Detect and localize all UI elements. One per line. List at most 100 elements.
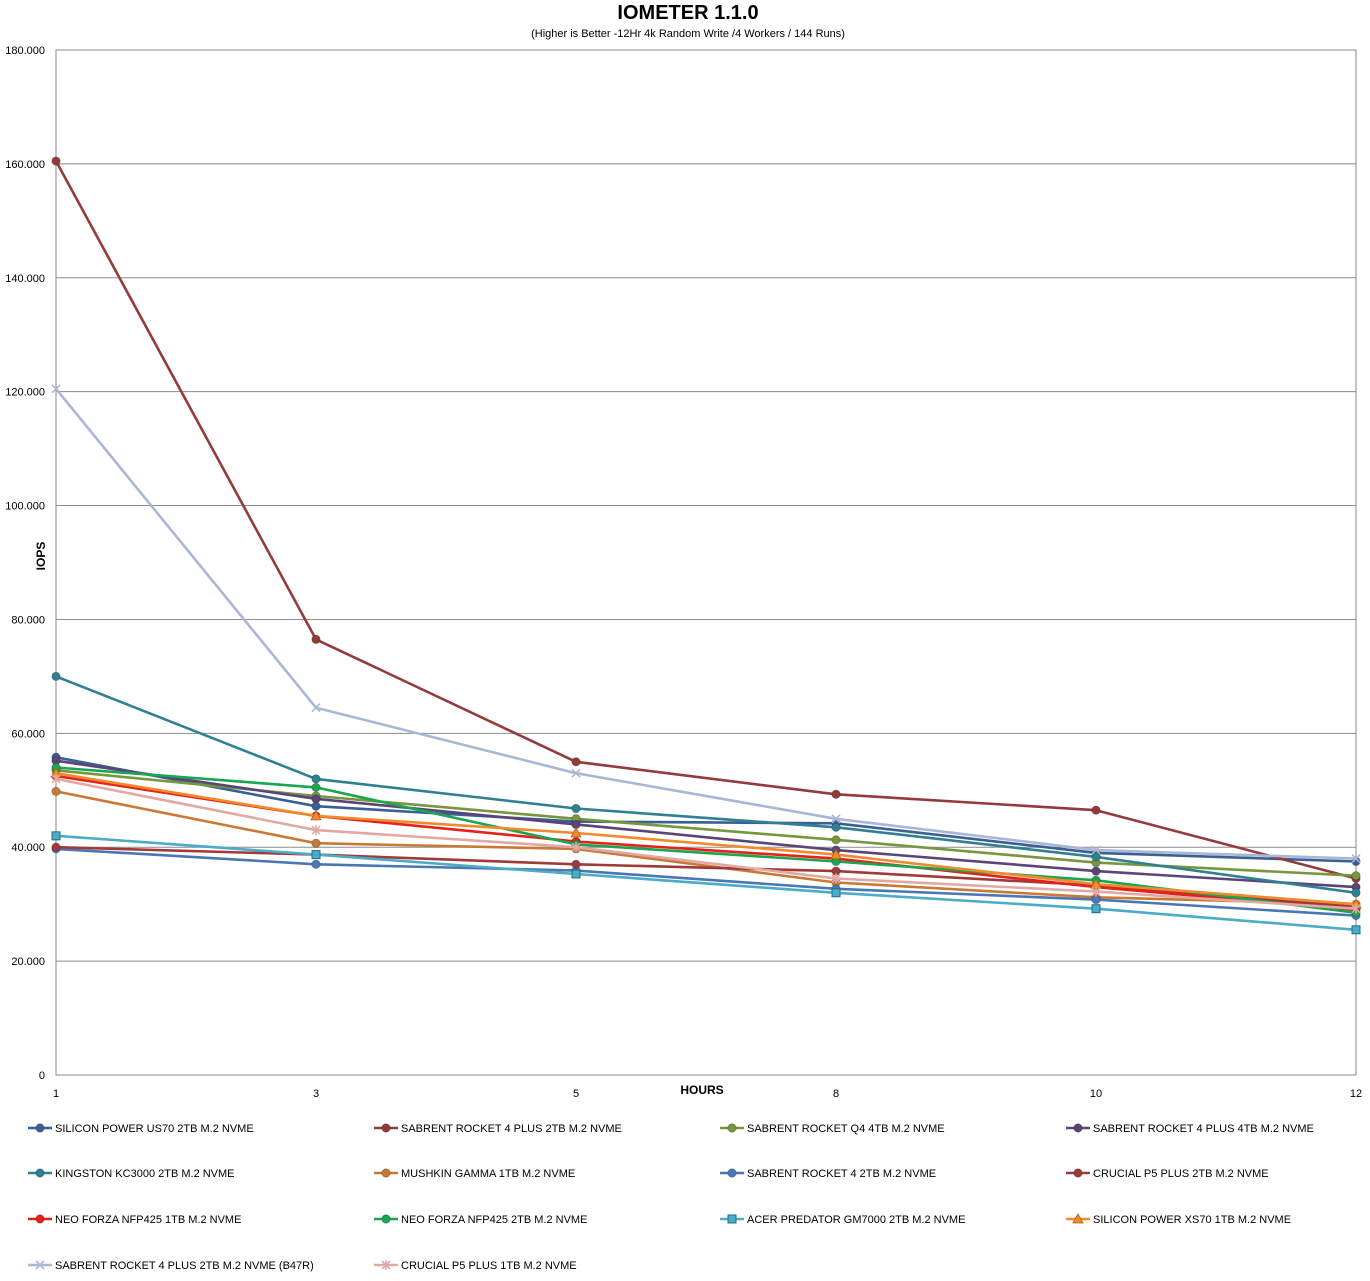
series-line: [55, 845, 1357, 909]
legend-item: CRUCIAL P5 PLUS 1TB M.2 NVME: [374, 1260, 577, 1272]
legend-label: SABRENT ROCKET 4 PLUS 2TB M.2 NVME: [401, 1123, 622, 1135]
data-point: [311, 774, 321, 784]
series-4: [51, 756, 1361, 892]
series-lines: [50, 156, 1362, 935]
data-point: [571, 859, 581, 869]
legend-swatch-marker: [381, 1260, 391, 1270]
series-2: [51, 156, 1361, 884]
legend-label: NEO FORZA NFP425 2TB M.2 NVME: [401, 1214, 587, 1226]
data-point: [1351, 871, 1361, 881]
x-tick-label: 12: [1350, 1088, 1362, 1100]
series-11: [51, 831, 1361, 935]
data-point: [1091, 845, 1101, 855]
y-tick-label: 140.000: [5, 273, 45, 285]
series-line: [55, 847, 1357, 917]
data-point: [311, 850, 321, 860]
legend-swatch-marker: [381, 1123, 391, 1133]
y-axis-ticks: 0 20.000 40.000 60.000 80.000 100.000 120.000 1…: [5, 45, 45, 1082]
y-tick-label: 120.000: [5, 387, 45, 399]
data-point: [1091, 805, 1101, 815]
data-point: [51, 671, 61, 681]
x-tick-label: 5: [573, 1088, 579, 1100]
legend-item: SABRENT ROCKET 4 PLUS 2TB M.2 NVME: [374, 1123, 622, 1135]
series-12: [50, 767, 1362, 909]
legend-label: SILICON POWER XS70 1TB M.2 NVME: [1093, 1214, 1291, 1226]
y-tick-label: 40.000: [11, 842, 45, 854]
legend-swatch-marker: [727, 1168, 737, 1178]
legend-item: MUSHKIN GAMMA 1TB M.2 NVME: [374, 1168, 575, 1180]
legend: SILICON POWER US70 2TB M.2 NVME SABRENT R…: [28, 1123, 1314, 1272]
legend-label: SILICON POWER US70 2TB M.2 NVME: [55, 1123, 254, 1135]
legend-item: NEO FORZA NFP425 2TB M.2 NVME: [374, 1214, 587, 1226]
legend-item: ACER PREDATOR GM7000 2TB M.2 NVME: [720, 1214, 965, 1226]
data-point: [1091, 852, 1101, 862]
data-point: [311, 859, 321, 869]
data-point: [1351, 888, 1361, 898]
y-axis-title: IOPS: [34, 542, 48, 571]
x-tick-label: 8: [833, 1088, 839, 1100]
legend-swatch-marker: [35, 1168, 45, 1178]
legend-label: ACER PREDATOR GM7000 2TB M.2 NVME: [747, 1214, 965, 1226]
data-point: [571, 757, 581, 767]
legend-item: SABRENT ROCKET 4 PLUS 4TB M.2 NVME: [1066, 1123, 1314, 1135]
series-line: [55, 766, 1357, 914]
data-point: [51, 842, 61, 852]
legend-item: SABRENT ROCKET 4 2TB M.2 NVME: [720, 1168, 936, 1180]
data-point: [311, 838, 321, 848]
series-14: [51, 773, 1361, 914]
y-tick-label: 100.000: [5, 501, 45, 513]
legend-label: MUSHKIN GAMMA 1TB M.2 NVME: [401, 1168, 575, 1180]
data-point: [311, 794, 321, 804]
legend-label: NEO FORZA NFP425 1TB M.2 NVME: [55, 1214, 241, 1226]
legend-label: SABRENT ROCKET Q4 4TB M.2 NVME: [747, 1123, 945, 1135]
y-tick-label: 180.000: [5, 45, 45, 57]
y-tick-label: 20.000: [11, 956, 45, 968]
data-point: [1091, 886, 1101, 897]
series-line: [55, 777, 1357, 910]
legend-swatch-marker: [1072, 1213, 1084, 1224]
legend-swatch-marker: [35, 1214, 45, 1224]
legend-swatch-marker: [35, 1260, 45, 1270]
legend-swatch-marker: [1073, 1168, 1083, 1178]
data-point: [51, 773, 61, 784]
legend-swatch-marker: [35, 1123, 45, 1133]
plot-area: [55, 49, 1357, 1076]
data-point: [1091, 866, 1101, 876]
legend-swatch-marker: [727, 1214, 737, 1224]
y-tick-label: 160.000: [5, 159, 45, 171]
gridlines: [56, 163, 1356, 962]
legend-swatch-marker: [1073, 1123, 1083, 1133]
legend-label: SABRENT ROCKET 4 2TB M.2 NVME: [747, 1168, 936, 1180]
data-point: [311, 703, 321, 713]
chart-title: IOMETER 1.1.0: [617, 2, 758, 24]
data-point: [311, 782, 321, 793]
series-line: [55, 756, 1357, 863]
data-point: [1351, 903, 1361, 914]
legend-item: KINGSTON KC3000 2TB M.2 NVME: [28, 1168, 235, 1180]
data-point: [51, 384, 61, 394]
data-point: [1351, 925, 1361, 935]
legend-item: NEO FORZA NFP425 1TB M.2 NVME: [28, 1214, 241, 1226]
data-point: [1091, 895, 1101, 905]
data-point: [570, 827, 582, 838]
legend-label: KINGSTON KC3000 2TB M.2 NVME: [55, 1168, 235, 1180]
data-point: [571, 768, 581, 778]
legend-swatch-marker: [381, 1214, 391, 1224]
data-point: [831, 873, 841, 884]
data-point: [571, 842, 581, 853]
data-point: [51, 156, 61, 166]
data-point: [830, 848, 842, 860]
x-axis-title: HOURS: [680, 1083, 723, 1097]
data-point: [1351, 854, 1361, 864]
x-tick-label: 3: [313, 1088, 319, 1100]
series-line: [55, 790, 1357, 906]
x-axis-ticks: 1 3 5 8 10 12: [53, 1088, 1362, 1100]
legend-item: SABRENT ROCKET 4 PLUS 2TB M.2 NVME (B47R…: [28, 1260, 314, 1272]
data-point: [831, 814, 841, 824]
data-point: [51, 786, 61, 797]
data-point: [831, 789, 841, 799]
legend-label: CRUCIAL P5 PLUS 1TB M.2 NVME: [401, 1260, 577, 1272]
legend-label: SABRENT ROCKET 4 PLUS 2TB M.2 NVME (B47R…: [55, 1260, 314, 1272]
y-tick-label: 80.000: [11, 614, 45, 626]
